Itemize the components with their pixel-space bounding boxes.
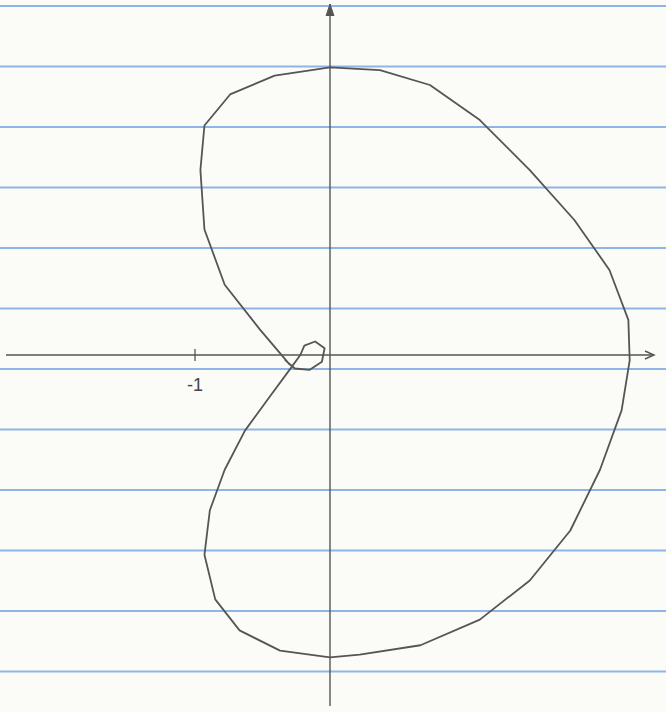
chart: -1 <box>0 0 666 712</box>
y-axis <box>329 4 330 706</box>
paper-rule <box>0 610 666 612</box>
paper-rule <box>0 671 666 673</box>
plot-area <box>200 67 629 657</box>
paper-rule <box>0 187 666 189</box>
x-tick-label: -1 <box>187 375 203 395</box>
paper-rule <box>0 126 666 128</box>
x-arrow <box>645 351 654 359</box>
paper-rule <box>0 247 666 249</box>
page: -1 <box>0 0 666 712</box>
paper-rule <box>0 5 666 7</box>
curve <box>200 67 629 657</box>
paper-rule <box>0 489 666 491</box>
paper-rule <box>0 308 666 310</box>
paper-rule <box>0 429 666 431</box>
x-tick <box>194 349 195 361</box>
paper-rule <box>0 368 666 370</box>
paper-rule <box>0 550 666 552</box>
paper <box>0 0 666 712</box>
y-arrow <box>326 4 334 16</box>
